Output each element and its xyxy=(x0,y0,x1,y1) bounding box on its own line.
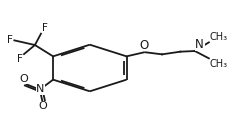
Text: F: F xyxy=(17,55,23,64)
Text: N: N xyxy=(36,84,45,94)
Text: O: O xyxy=(19,74,28,84)
Text: F: F xyxy=(42,23,48,33)
Text: CH₃: CH₃ xyxy=(209,59,228,69)
Text: CH₃: CH₃ xyxy=(209,32,228,42)
Text: N: N xyxy=(195,38,204,51)
Text: O: O xyxy=(38,101,47,111)
Text: O: O xyxy=(139,38,148,52)
Text: F: F xyxy=(7,35,13,45)
